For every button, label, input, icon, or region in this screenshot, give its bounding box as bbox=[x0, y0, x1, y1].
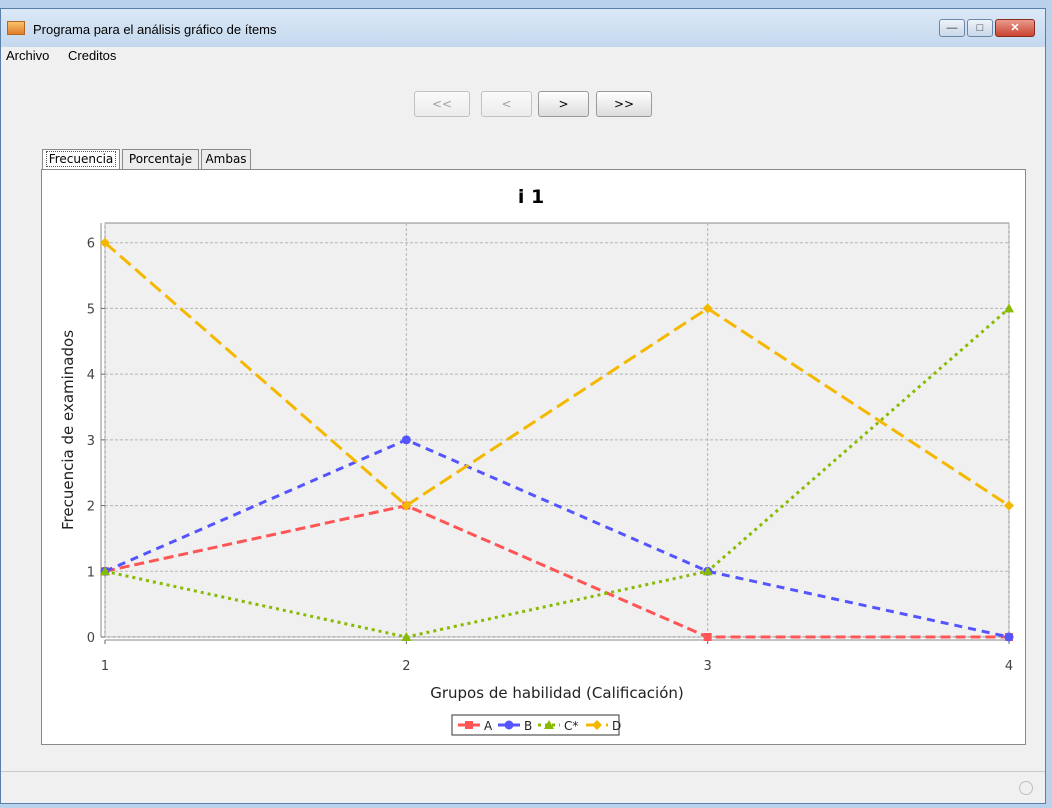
y-tick-label: 0 bbox=[87, 631, 95, 646]
chart-legend: A B C* D bbox=[451, 714, 621, 736]
data-point-d bbox=[100, 237, 110, 248]
title-bar[interactable]: Programa para el análisis gráfico de íte… bbox=[1, 9, 1045, 47]
x-tick-label: 2 bbox=[402, 659, 410, 674]
legend-label: B bbox=[524, 719, 532, 733]
legend-marker bbox=[465, 721, 473, 729]
legend-box bbox=[451, 714, 620, 736]
y-tick-label: 4 bbox=[87, 368, 95, 383]
data-point-d bbox=[401, 500, 412, 511]
x-tick-label: 4 bbox=[1005, 659, 1013, 674]
x-tick-label: 1 bbox=[101, 659, 109, 674]
minimize-button[interactable]: — bbox=[939, 19, 965, 37]
legend-marker bbox=[592, 720, 602, 730]
legend-marker bbox=[544, 720, 554, 729]
series-line-c-star bbox=[104, 307, 1010, 639]
series-line-d bbox=[104, 241, 1010, 508]
last-item-button[interactable]: >> bbox=[596, 91, 652, 117]
y-tick-label: 2 bbox=[87, 500, 95, 515]
legend-label: D bbox=[612, 719, 621, 733]
data-point-c-star bbox=[401, 632, 412, 641]
plot-area bbox=[104, 222, 1010, 638]
series-line-b bbox=[104, 438, 1010, 639]
data-point-c-star bbox=[1004, 303, 1014, 313]
next-item-button[interactable]: > bbox=[538, 91, 589, 117]
legend-label: C* bbox=[564, 719, 578, 733]
maximize-icon: □ bbox=[976, 22, 984, 34]
close-button[interactable]: ✕ bbox=[995, 19, 1035, 37]
y-tick-label: 3 bbox=[87, 434, 95, 449]
y-tick-label: 5 bbox=[87, 302, 95, 317]
series-line-a bbox=[104, 504, 1009, 639]
tab-frecuencia-label: Frecuencia bbox=[45, 151, 117, 167]
status-bar-divider bbox=[1, 771, 1045, 772]
legend-marker bbox=[504, 720, 514, 730]
series-group bbox=[100, 237, 1014, 642]
data-point-d bbox=[1004, 500, 1014, 511]
minimize-icon: — bbox=[946, 22, 958, 34]
y-axis-label: Frecuencia de examinados bbox=[59, 330, 77, 530]
data-point-b bbox=[401, 435, 411, 445]
data-point-a bbox=[703, 633, 712, 641]
data-point-d bbox=[702, 303, 713, 314]
resize-grip-icon[interactable] bbox=[1019, 781, 1033, 795]
menu-archivo[interactable]: Archivo bbox=[6, 48, 50, 63]
menu-bar: Archivo Creditos bbox=[1, 47, 1045, 65]
data-point-c-star bbox=[702, 566, 713, 576]
data-point-c-star bbox=[100, 566, 110, 576]
menu-creditos[interactable]: Creditos bbox=[68, 48, 117, 63]
first-item-button[interactable]: << bbox=[414, 91, 470, 117]
tab-porcentaje[interactable]: Porcentaje bbox=[122, 149, 199, 170]
tab-ambas[interactable]: Ambas bbox=[201, 149, 251, 170]
app-window: Programa para el análisis gráfico de íte… bbox=[0, 8, 1046, 804]
x-tick-label: 3 bbox=[704, 659, 712, 674]
tab-frecuencia[interactable]: Frecuencia bbox=[42, 149, 120, 171]
app-logo-icon bbox=[7, 21, 25, 35]
x-axis-label: Grupos de habilidad (Calificación) bbox=[430, 684, 684, 702]
close-icon: ✕ bbox=[1010, 22, 1020, 34]
data-point-b bbox=[1004, 632, 1014, 642]
y-tick-label: 6 bbox=[87, 237, 95, 252]
chart-title: i 1 bbox=[518, 186, 544, 208]
window-title: Programa para el análisis gráfico de íte… bbox=[33, 22, 277, 37]
maximize-button[interactable]: □ bbox=[967, 19, 993, 37]
y-tick-label: 1 bbox=[87, 565, 95, 580]
legend-label: A bbox=[484, 719, 493, 733]
previous-item-button[interactable]: < bbox=[481, 91, 532, 117]
